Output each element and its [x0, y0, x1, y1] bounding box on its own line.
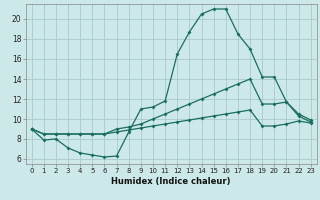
X-axis label: Humidex (Indice chaleur): Humidex (Indice chaleur): [111, 177, 231, 186]
